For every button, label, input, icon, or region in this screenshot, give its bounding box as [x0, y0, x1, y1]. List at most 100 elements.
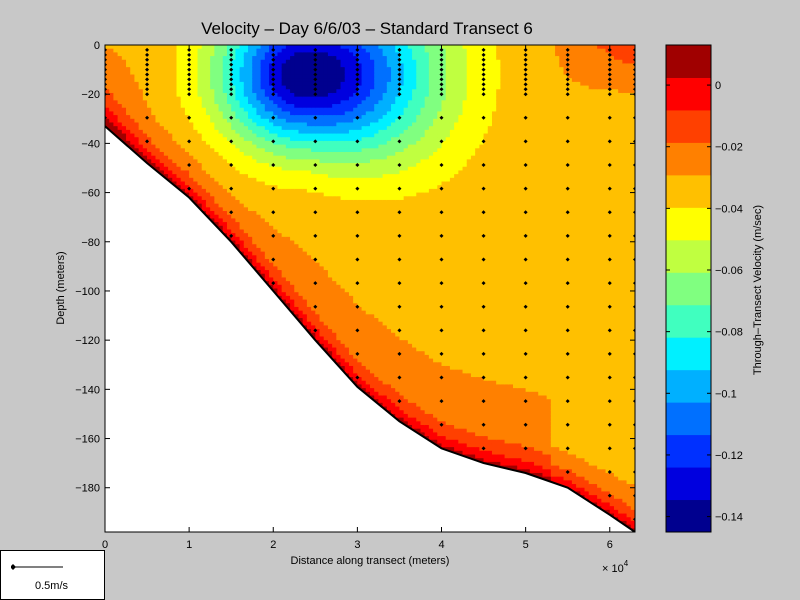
field-cell [357, 59, 363, 65]
field-cell [163, 111, 169, 116]
field-cell [226, 74, 232, 79]
field-cell [290, 163, 295, 168]
field-cell [290, 225, 295, 231]
field-cell [344, 67, 350, 72]
field-cell [332, 92, 337, 98]
field-cell [353, 196, 358, 201]
field-cell [357, 306, 363, 312]
field-cell [235, 118, 241, 124]
field-cell [142, 92, 148, 98]
field-cell [290, 236, 295, 242]
field-cell [399, 89, 405, 94]
field-cell [197, 81, 203, 87]
field-cell [323, 288, 329, 293]
field-cell [277, 203, 283, 208]
field-cell [374, 185, 380, 190]
field-cell [403, 303, 409, 308]
field-cell [281, 266, 287, 271]
field-cell [403, 329, 409, 334]
field-cell [252, 67, 258, 72]
field-cell [256, 181, 262, 186]
field-cell [290, 159, 295, 164]
field-cell [193, 126, 199, 131]
field-cell [218, 129, 224, 135]
field-cell [285, 214, 291, 219]
field-cell [311, 225, 316, 231]
field-cell [273, 52, 279, 57]
field-cell [273, 258, 279, 264]
field-cell [378, 351, 384, 356]
field-cell [332, 340, 337, 345]
field-cell [248, 244, 253, 249]
field-cell [378, 247, 384, 253]
field-cell [412, 56, 417, 61]
field-cell [306, 148, 312, 153]
field-cell [210, 170, 215, 175]
field-cell [365, 251, 371, 256]
field-cell [184, 100, 190, 105]
field-cell [180, 59, 186, 65]
field-cell [201, 151, 207, 157]
field-cell [315, 126, 321, 131]
field-cell [252, 78, 258, 83]
field-cell [117, 129, 123, 135]
field-cell [285, 196, 291, 201]
field-cell [205, 85, 211, 90]
field-cell [285, 126, 291, 131]
field-cell [361, 196, 367, 201]
field-cell [189, 170, 194, 175]
field-cell [348, 325, 354, 330]
field-cell [344, 181, 350, 186]
field-cell [315, 236, 321, 242]
field-cell [361, 240, 367, 245]
field-cell [168, 63, 173, 68]
field-cell [386, 188, 392, 194]
field-cell [395, 377, 401, 382]
field-cell [420, 104, 426, 109]
field-cell [285, 104, 291, 109]
field-cell [407, 100, 413, 105]
field-cell [201, 89, 207, 94]
field-cell [403, 207, 409, 212]
field-cell [327, 284, 333, 290]
field-cell [399, 214, 405, 219]
field-cell [353, 140, 358, 146]
field-cell [395, 92, 401, 98]
field-cell [382, 369, 388, 374]
field-cell [176, 56, 182, 61]
field-cell [399, 63, 405, 68]
field-cell [361, 115, 367, 120]
field-cell [302, 199, 308, 205]
field-cell [365, 340, 371, 345]
field-cell [332, 140, 337, 146]
field-cell [327, 78, 333, 83]
field-cell [256, 262, 262, 267]
field-cell [395, 89, 401, 94]
field-cell [155, 85, 161, 90]
field-cell [353, 343, 358, 349]
field-cell [395, 115, 401, 120]
field-cell [403, 377, 409, 382]
field-cell [302, 207, 308, 212]
field-cell [235, 196, 241, 201]
field-cell [260, 63, 266, 68]
field-cell [264, 159, 270, 164]
field-cell [412, 185, 417, 190]
field-cell [382, 402, 388, 408]
field-cell [416, 343, 422, 349]
field-cell [403, 181, 409, 186]
field-cell [357, 214, 363, 219]
field-cell [319, 303, 325, 308]
field-cell [281, 78, 287, 83]
field-cell [163, 96, 169, 101]
field-cell [142, 81, 148, 87]
field-cell [416, 270, 422, 275]
field-cell [113, 129, 119, 135]
field-cell [395, 251, 401, 256]
field-cell [344, 369, 350, 374]
field-cell [180, 70, 186, 76]
field-cell [176, 148, 182, 153]
field-cell [306, 137, 312, 142]
field-cell [374, 288, 380, 293]
field-cell [412, 133, 417, 138]
